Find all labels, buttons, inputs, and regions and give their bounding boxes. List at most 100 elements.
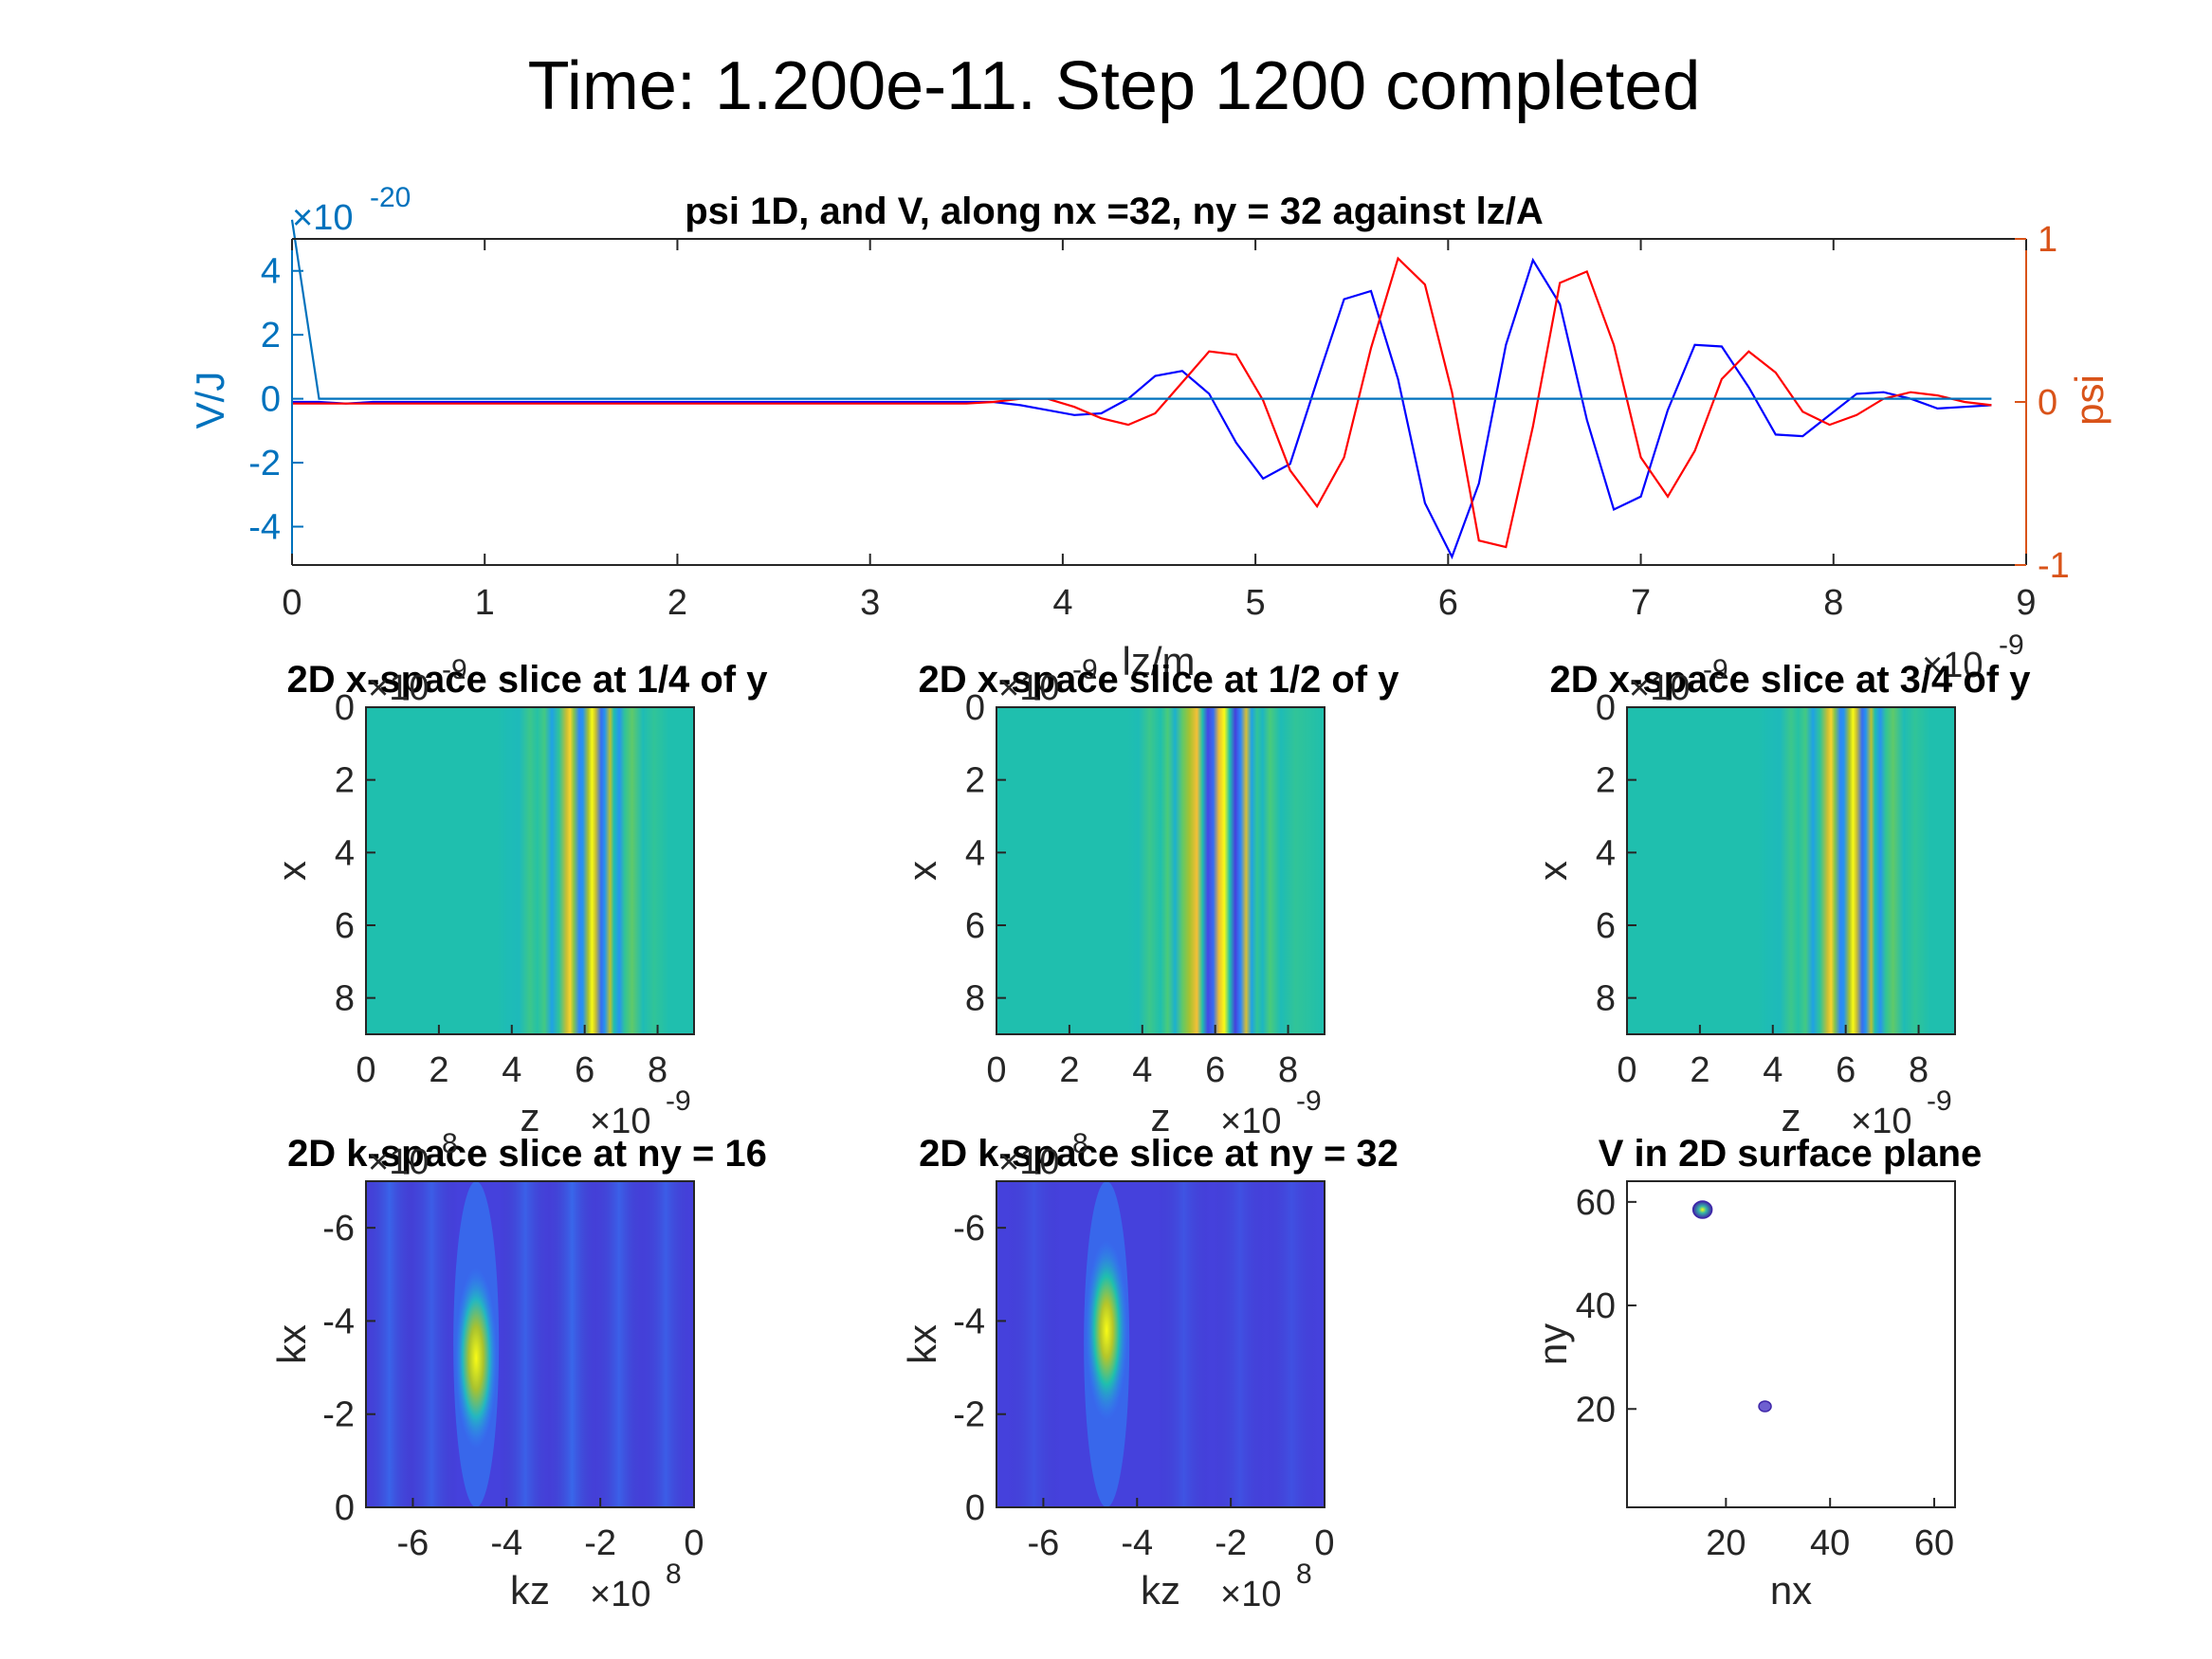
surface-ytick-label: 20: [1576, 1390, 1616, 1430]
x14-ytick-label: 2: [335, 761, 355, 801]
surface-xtick-label: 60: [1914, 1523, 1954, 1563]
psi1d-series-potential-line: [290, 219, 1992, 400]
psi1d-xtick-label: 2: [667, 583, 687, 623]
x12-axes-frame: [996, 706, 1325, 1035]
surface-panel: V in 2D surface plane 20 40 60 60 40 20 nx ny: [1530, 1133, 1982, 1613]
psi1d-x-exponent-base: ×10: [1922, 646, 1983, 685]
x12-ytick-label: 0: [965, 688, 985, 728]
x34-xlabel: z: [1782, 1095, 1801, 1139]
k16-panel: 2D k-space slice at ny = 16 -6 -4 -2 0 -6 -4 -…: [269, 1128, 767, 1614]
k16-texture-band: [499, 1181, 553, 1507]
x12-y-exponent-power: -9: [1072, 654, 1098, 685]
surface-point-0: [1691, 1200, 1713, 1219]
x12-title: 2D x-space slice at 1/2 of y: [919, 659, 1400, 701]
psi1d-ytick-left-label: -4: [248, 508, 281, 548]
x14-xtick-label: 4: [502, 1050, 521, 1090]
x34-y-exponent-power: -9: [1703, 654, 1728, 685]
k16-y-exponent-base: ×10: [368, 1142, 429, 1182]
x12-xtick-label: 0: [986, 1050, 1006, 1090]
k16-texture-band: [639, 1181, 693, 1507]
psi1d-xtick-label: 5: [1246, 583, 1266, 623]
surface-xtick-label: 20: [1706, 1523, 1746, 1563]
x14-ytick-label: 6: [335, 906, 355, 946]
psi1d-xtick-label: 1: [475, 583, 495, 623]
x14-xlabel: z: [521, 1095, 540, 1139]
x34-x-exponent-base: ×10: [1851, 1102, 1911, 1141]
k32-xlabel: kz: [1141, 1568, 1180, 1613]
x34-ytick-label: 0: [1596, 688, 1616, 728]
k16-y-exponent-power: 8: [442, 1128, 458, 1159]
k32-y-exponent-power: 8: [1072, 1128, 1088, 1159]
x34-axes-frame: [1626, 706, 1956, 1035]
psi1d-ytick-left-label: -2: [248, 444, 281, 483]
surface-title: V in 2D surface plane: [1599, 1133, 1983, 1175]
psi1d-y-exponent-power: -20: [370, 182, 411, 213]
x34-xtick-label: 0: [1617, 1050, 1636, 1090]
surface-axes-frame: [1626, 1180, 1956, 1508]
k32-ytick-label: -4: [953, 1302, 985, 1341]
psi1d-series-imag-line: [292, 256, 1992, 549]
psi1d-title: psi 1D, and V, along nx =32, ny = 32 aga…: [685, 191, 1544, 232]
psi1d-x-exponent: ×10 -9: [1922, 629, 2024, 685]
k32-panel: 2D k-space slice at ny = 32 -6 -4 -2 0 -6 -4 -…: [900, 1128, 1398, 1614]
x14-xtick-label: 0: [356, 1050, 375, 1090]
psi1d-ytick-right-label: 1: [2038, 220, 2057, 260]
x12-ytick-label: 2: [965, 761, 985, 801]
k32-xtick-label: 0: [1314, 1523, 1334, 1563]
psi1d-series-real-line: [292, 257, 1992, 560]
x34-xtick-label: 6: [1836, 1050, 1856, 1090]
k16-ytick-label: -6: [322, 1209, 355, 1249]
x34-xtick-label: 8: [1909, 1050, 1929, 1090]
x34-y-exponent-base: ×10: [1629, 668, 1690, 708]
psi1d-ytick-right-label: -1: [2038, 546, 2070, 586]
psi1d-ytick-left-label: 0: [261, 380, 281, 420]
k32-peak: [1086, 1240, 1128, 1421]
k16-x-exponent-base: ×10: [590, 1575, 650, 1614]
k16-xtick-label: 0: [684, 1523, 704, 1563]
x14-ylabel: x: [269, 861, 314, 881]
psi1d-ytick-left-label: 4: [261, 252, 281, 292]
x34-xtick-label: 2: [1690, 1050, 1709, 1090]
surface-ylabel: ny: [1530, 1323, 1575, 1365]
k32-ytick-label: -6: [953, 1209, 985, 1249]
psi1d-xlabel: lz/m: [1123, 639, 1196, 684]
x12-xtick-label: 8: [1278, 1050, 1298, 1090]
surface-point-1: [1758, 1400, 1772, 1413]
k32-ylabel: kx: [900, 1324, 944, 1364]
k16-texture-band: [545, 1181, 599, 1507]
k16-texture-band: [592, 1181, 646, 1507]
x34-xtick-label: 4: [1763, 1050, 1782, 1090]
x14-xtick-label: 8: [648, 1050, 667, 1090]
x14-ytick-label: 4: [335, 833, 355, 873]
surface-ytick-label: 40: [1576, 1286, 1616, 1326]
x12-xtick-label: 6: [1205, 1050, 1225, 1090]
k32-xtick-label: -4: [1121, 1523, 1153, 1563]
psi1d-xtick-label: 7: [1631, 583, 1651, 623]
k16-ytick-label: -2: [322, 1395, 355, 1435]
k32-xtick-label: -2: [1215, 1523, 1247, 1563]
k16-ylabel: kx: [269, 1324, 314, 1364]
x14-heatmap-image: [366, 707, 694, 1034]
psi1d-xtick-label: 8: [1823, 583, 1843, 623]
x12-ylabel: x: [900, 861, 944, 881]
psi1d-y-exponent: ×10 -20: [292, 182, 411, 238]
x34-ytick-label: 2: [1596, 761, 1616, 801]
x34-ytick-label: 8: [1596, 979, 1616, 1019]
x14-ytick-label: 8: [335, 979, 355, 1019]
x12-panel: 2D x-space slice at 1/2 of y 0 2 4 6 802468z…: [900, 654, 1399, 1141]
x12-y-exponent-base: ×10: [998, 668, 1059, 708]
x14-y-exponent-power: -9: [442, 654, 467, 685]
x12-ytick-label: 4: [965, 833, 985, 873]
k16-xtick-label: -4: [490, 1523, 522, 1563]
k32-axes-frame: [996, 1180, 1325, 1508]
k16-axes-frame: [365, 1180, 695, 1508]
psi1d-y-exponent-base: ×10: [292, 198, 353, 238]
k16-xtick-label: -2: [584, 1523, 616, 1563]
psi1d-xtick-label: 3: [860, 583, 880, 623]
x12-x-exponent-power: -9: [1296, 1085, 1322, 1117]
k32-x-exponent-base: ×10: [1220, 1575, 1281, 1614]
k32-texture-band: [1265, 1181, 1319, 1507]
psi1d-ytick-right-label: 0: [2038, 383, 2057, 423]
k32-texture-band: [1157, 1181, 1211, 1507]
psi1d-xtick-label: 0: [282, 583, 302, 623]
